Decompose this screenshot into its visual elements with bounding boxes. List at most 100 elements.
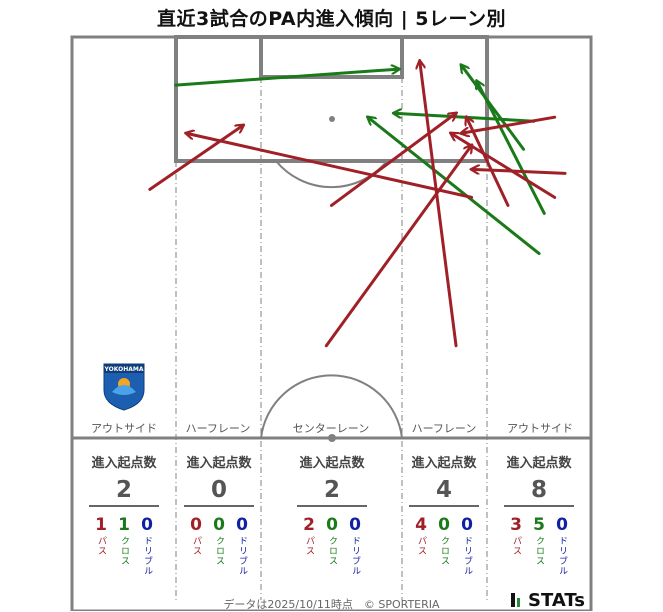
- cross-arrow: [368, 117, 541, 256]
- cross-count-value: 5: [533, 515, 545, 535]
- cross-label: クロス: [214, 536, 224, 566]
- cross-arrow: [477, 81, 546, 215]
- pass-count-value: 4: [415, 515, 427, 535]
- dribble-count-value: 0: [236, 515, 248, 535]
- dribble-label: ドリブル: [237, 536, 247, 576]
- pass-arrow: [466, 117, 510, 207]
- pass-arrow: [186, 133, 474, 199]
- brand-name: STATs: [528, 590, 585, 611]
- dribble-count: 0 ドリブル: [137, 515, 157, 576]
- club-crest-icon: YOKOHAMA: [103, 363, 145, 411]
- dribble-count: 0 ドリブル: [457, 515, 477, 576]
- brand-bar-icon: [516, 598, 520, 607]
- cross-count: 0 クロス: [209, 515, 229, 576]
- stat-header: 進入起点数: [186, 456, 252, 471]
- pass-label: パス: [511, 536, 521, 556]
- cross-count: 0 クロス: [434, 515, 454, 576]
- dribble-count-value: 0: [556, 515, 568, 535]
- pass-arrow: [472, 169, 567, 175]
- entry-total: 2: [115, 477, 132, 503]
- entry-breakdown: 3 パス 5 クロス 0 ドリブル: [495, 515, 583, 576]
- pass-label: パス: [416, 536, 426, 556]
- pass-count: 2 パス: [299, 515, 319, 576]
- pass-arrow: [324, 145, 471, 348]
- data-date-footer: データは2025/10/11時点 © SPORTERIA: [223, 598, 440, 611]
- lane-label: アウトサイド: [91, 422, 157, 435]
- stat-header: 進入起点数: [411, 456, 477, 471]
- lane-stats-outside-right: 進入起点数 8 3 パス 5 クロス 0 ドリブル: [495, 452, 583, 576]
- club-crest-label: YOKOHAMA: [104, 366, 144, 373]
- stat-divider: [184, 505, 254, 507]
- cross-count: 0 クロス: [322, 515, 342, 576]
- lane-stats-centre: 進入起点数 2 2 パス 0 クロス 0 ドリブル: [272, 452, 392, 576]
- dribble-label: ドリブル: [462, 536, 472, 576]
- pass-count: 0 パス: [186, 515, 206, 576]
- pass-count-value: 3: [510, 515, 522, 535]
- cross-arrow: [174, 69, 399, 87]
- pass-arrow: [330, 113, 457, 207]
- cross-label: クロス: [439, 536, 449, 566]
- centre-spot: [328, 434, 336, 442]
- pass-label: パス: [96, 536, 106, 556]
- pass-arrow: [451, 133, 557, 199]
- cross-count-value: 0: [326, 515, 338, 535]
- entry-total: 4: [435, 477, 452, 503]
- cross-arrow: [461, 65, 526, 151]
- goal-area: [259, 35, 404, 79]
- pass-count: 4 パス: [411, 515, 431, 576]
- pass-count: 1 パス: [91, 515, 111, 576]
- cross-count-value: 0: [213, 515, 225, 535]
- pass-count: 3 パス: [506, 515, 526, 576]
- dribble-count: 0 ドリブル: [345, 515, 365, 576]
- cross-count-value: 1: [118, 515, 130, 535]
- arrow-layer: [148, 61, 567, 348]
- dribble-count: 0 ドリブル: [552, 515, 572, 576]
- penalty-spot: [329, 116, 335, 122]
- stat-divider: [409, 505, 479, 507]
- entry-total: 0: [210, 477, 227, 503]
- stat-divider: [504, 505, 574, 507]
- page-title: 直近3試合のPA内進入傾向 | 5レーン別: [156, 8, 507, 30]
- lane-label: ハーフレーン: [186, 422, 251, 435]
- cross-count-value: 0: [438, 515, 450, 535]
- pass-arrow: [461, 115, 557, 133]
- pass-arrow: [420, 61, 458, 348]
- brand-logo: STATs: [510, 590, 585, 611]
- cross-label: クロス: [119, 536, 129, 566]
- lane-label: アウトサイド: [507, 422, 573, 435]
- entry-breakdown: 2 パス 0 クロス 0 ドリブル: [272, 515, 392, 576]
- dribble-count-value: 0: [461, 515, 473, 535]
- pass-label: パス: [191, 536, 201, 556]
- dribble-label: ドリブル: [350, 536, 360, 576]
- pass-count-value: 0: [190, 515, 202, 535]
- stat-header: 進入起点数: [506, 456, 572, 471]
- dribble-count-value: 0: [141, 515, 153, 535]
- dribble-count-value: 0: [349, 515, 361, 535]
- entry-breakdown: 1 パス 1 クロス 0 ドリブル: [80, 515, 168, 576]
- dribble-count: 0 ドリブル: [232, 515, 252, 576]
- cross-label: クロス: [327, 536, 337, 566]
- entry-breakdown: 4 パス 0 クロス 0 ドリブル: [403, 515, 485, 576]
- cross-count: 5 クロス: [529, 515, 549, 576]
- pass-count-value: 2: [303, 515, 315, 535]
- cross-label: クロス: [534, 536, 544, 566]
- stat-divider: [297, 505, 367, 507]
- centre-circle: [260, 374, 403, 439]
- dribble-label: ドリブル: [557, 536, 567, 576]
- dribble-label: ドリブル: [142, 536, 152, 576]
- pass-label: パス: [304, 536, 314, 556]
- entry-breakdown: 0 パス 0 クロス 0 ドリブル: [178, 515, 260, 576]
- cross-count: 1 クロス: [114, 515, 134, 576]
- lane-stats-halfspace-right: 進入起点数 4 4 パス 0 クロス 0 ドリブル: [403, 452, 485, 576]
- stat-header: 進入起点数: [299, 456, 365, 471]
- pass-arrow: [148, 125, 243, 191]
- entry-total: 8: [530, 477, 547, 503]
- lane-label: センターレーン: [293, 422, 369, 435]
- pass-count-value: 1: [95, 515, 107, 535]
- pitch-markings: [70, 35, 593, 611]
- lane-stats-halfspace-left: 進入起点数 0 0 パス 0 クロス 0 ドリブル: [178, 452, 260, 576]
- stat-header: 進入起点数: [91, 456, 157, 471]
- brand-bar-icon: [510, 593, 515, 607]
- lane-label: ハーフレーン: [412, 422, 477, 435]
- cross-arrow: [394, 113, 536, 123]
